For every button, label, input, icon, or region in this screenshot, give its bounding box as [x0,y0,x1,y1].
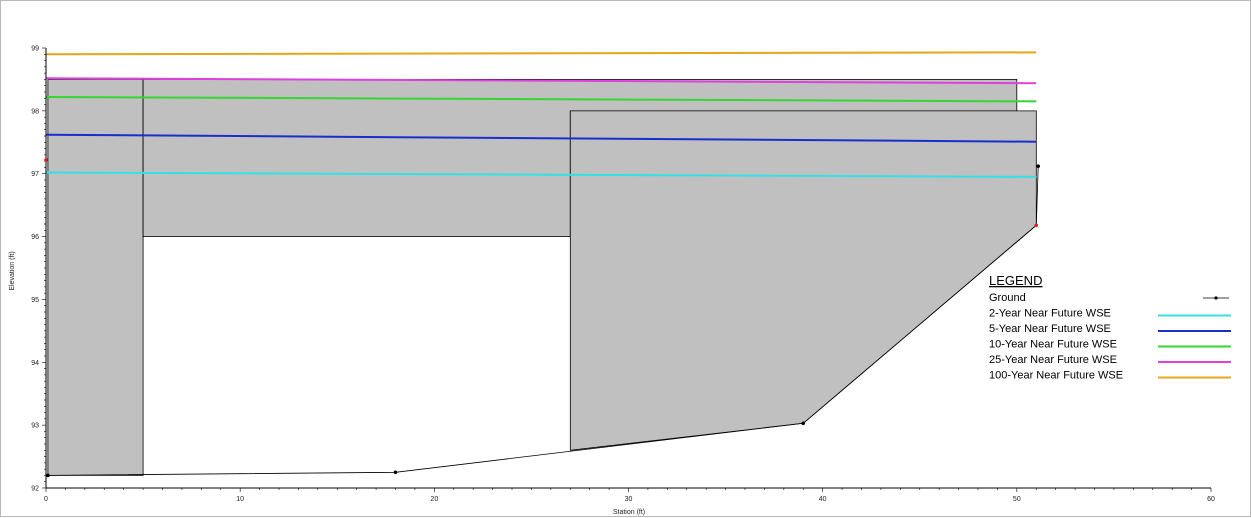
legend-label-6: 100-Year Near Future WSE [989,370,1123,382]
x-tick-label: 20 [430,496,438,503]
series-line-1 [45,171,1037,178]
ground-point [46,473,50,478]
y-axis-title: Elevation (ft) [9,251,16,290]
legend: LEGEND Ground 2-Year Near Future WSE 5-Yea… [989,273,1231,382]
y-tick-label: 98 [31,108,39,115]
legend-swatch-ground-point [1214,296,1218,300]
x-tick-label: 10 [236,496,244,503]
x-axis-title: Station (ft) [613,509,645,516]
y-tick-label: 93 [31,423,39,430]
x-tick-label: 30 [625,496,633,503]
obstruction-1 [47,79,144,476]
legend-title: LEGEND [989,273,1042,288]
obstruction-3 [569,110,1037,451]
legend-label-5: 25-Year Near Future WSE [989,354,1117,366]
series-line-5 [45,51,1037,56]
ground-point [1034,223,1039,228]
obstructions-layer [47,79,1037,476]
x-tick-label: 40 [819,496,827,503]
x-tick-label: 0 [44,496,48,503]
legend-label-1: Ground [989,292,1026,304]
ground-point [801,421,806,426]
wse-series-layer [45,51,1037,178]
y-tick-label: 97 [31,171,39,178]
ground-point [393,470,398,475]
legend-label-3: 5-Year Near Future WSE [989,323,1111,335]
ground-point [44,158,48,162]
legend-label-2: 2-Year Near Future WSE [989,308,1111,320]
y-tick-label: 96 [31,234,39,241]
y-tick-label: 92 [31,486,39,493]
series-line-2 [45,133,1037,143]
y-tick-label: 94 [31,360,39,367]
ground-point [1036,164,1040,168]
series-line-3 [45,96,1037,103]
x-tick-label: 50 [1013,496,1021,503]
axes-layer: 0 10 20 30 40 50 60 92 93 94 95 96 97 98 99 [31,46,1215,504]
y-tick-label: 99 [31,46,39,53]
series-line-4 [45,77,1037,85]
ground-points-layer [44,158,1040,478]
y-tick-label: 95 [31,297,39,304]
legend-label-4: 10-Year Near Future WSE [989,339,1117,351]
x-tick-label: 60 [1207,496,1215,503]
